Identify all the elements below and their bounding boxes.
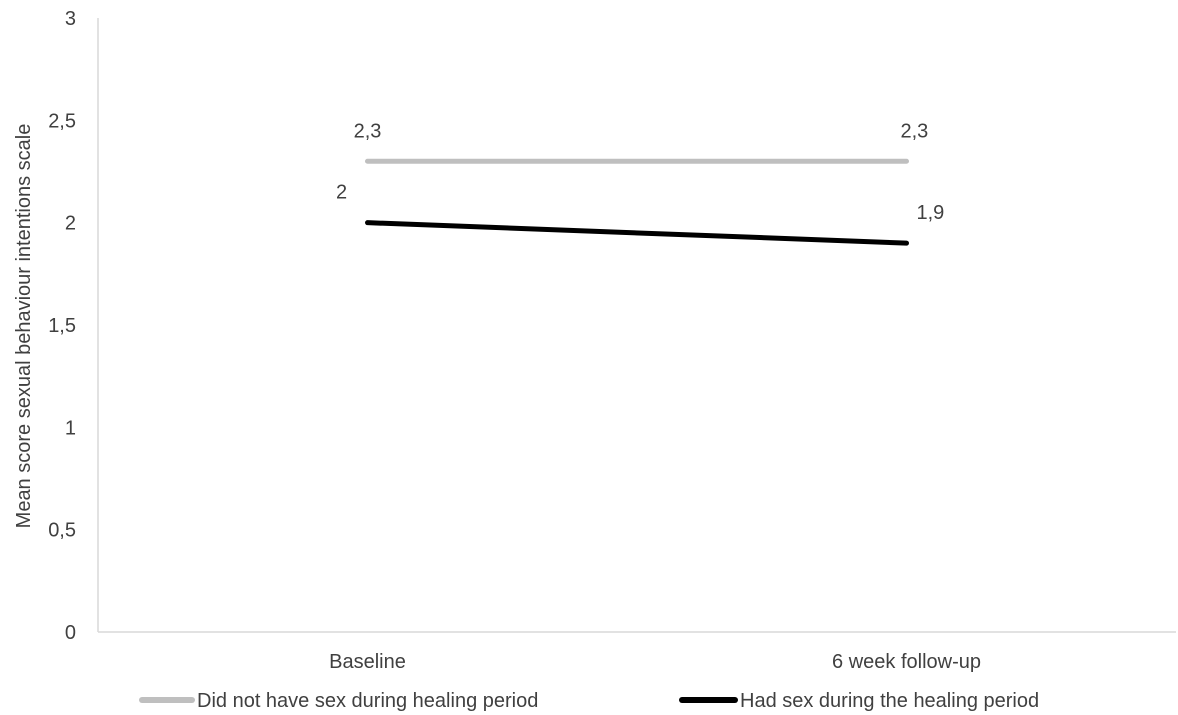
y-tick-label: 0,5 bbox=[48, 520, 76, 542]
x-tick-label: 6 week follow-up bbox=[832, 651, 981, 673]
x-tick-label: Baseline bbox=[329, 651, 406, 673]
y-tick-label: 3 bbox=[65, 8, 76, 30]
data-label: 2 bbox=[336, 182, 347, 204]
data-labels: 2,3 2,3 2 1,9 bbox=[336, 120, 944, 224]
axes: 0 0,5 1 1,5 2 2,5 3 Baseline 6 week follow-up bbox=[48, 8, 1176, 673]
legend-label-0: Did not have sex during healing period bbox=[197, 690, 538, 712]
series-lines bbox=[365, 158, 909, 246]
y-tick-label: 1 bbox=[65, 417, 76, 439]
y-tick-label: 2 bbox=[65, 213, 76, 235]
legend-label-1: Had sex during the healing period bbox=[740, 690, 1039, 712]
y-tick-label: 0 bbox=[65, 622, 76, 644]
y-tick-label: 2,5 bbox=[48, 110, 76, 132]
legend: Did not have sex during healing period Ha… bbox=[139, 690, 1039, 712]
data-label: 2,3 bbox=[354, 120, 382, 142]
data-label: 2,3 bbox=[901, 120, 929, 142]
data-label: 1,9 bbox=[917, 202, 945, 224]
y-axis-title: Mean score sexual behaviour intentions s… bbox=[13, 124, 35, 529]
series-line-1 bbox=[365, 220, 909, 246]
y-tick-label: 1,5 bbox=[48, 315, 76, 337]
